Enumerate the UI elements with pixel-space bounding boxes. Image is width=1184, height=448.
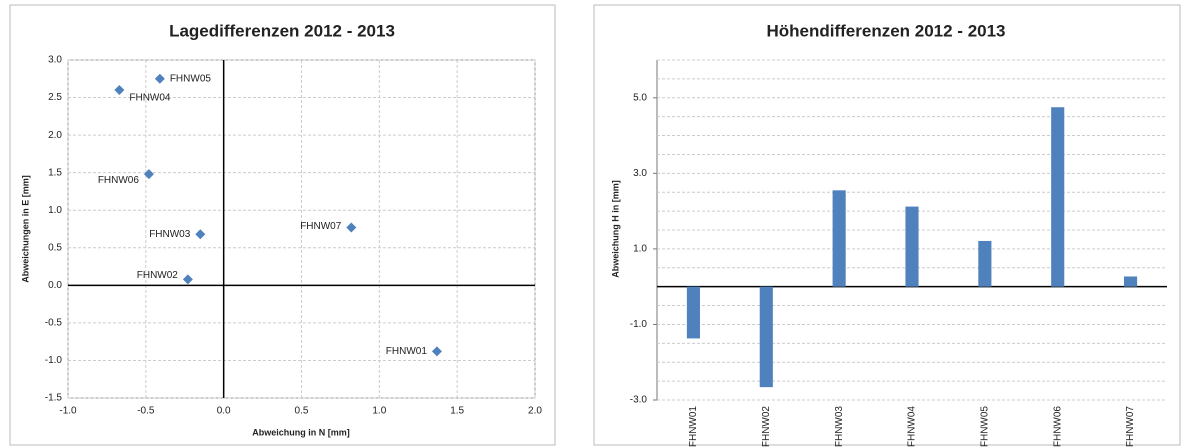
chart-title: Lagedifferenzen 2012 - 2013 xyxy=(169,21,395,40)
point xyxy=(182,274,193,285)
y-tick-label: -3.0 xyxy=(630,395,648,406)
point xyxy=(143,169,154,180)
point xyxy=(154,73,165,84)
y-tick-label: -1.5 xyxy=(45,393,63,404)
x-axis-title: Abweichung in N [mm] xyxy=(252,427,350,437)
y-tick-label: 1.5 xyxy=(48,167,62,178)
point-label: FHNW02 xyxy=(137,270,179,281)
x-tick-label: FHNW04 xyxy=(907,406,918,448)
point-label: FHNW01 xyxy=(386,346,428,357)
y-tick-label: 3.0 xyxy=(48,55,62,66)
y-axis-title: Abweichung H in [mm] xyxy=(610,180,620,278)
bar xyxy=(905,206,919,287)
point-label: FHNW06 xyxy=(98,175,140,186)
bar xyxy=(978,240,992,287)
y-tick-label: 2.5 xyxy=(48,92,62,103)
y-tick-label: 0.5 xyxy=(48,242,62,253)
x-tick-label: FHNW01 xyxy=(688,406,699,448)
bar xyxy=(1124,276,1138,287)
y-tick-label: -1.0 xyxy=(45,355,63,366)
point-label: FHNW05 xyxy=(170,73,212,84)
point xyxy=(346,222,357,233)
bar xyxy=(1051,107,1065,287)
y-axis-title: Abweichungen in E [mm] xyxy=(20,175,30,283)
x-tick-label: FHNW02 xyxy=(761,406,772,448)
x-tick-label: -0.5 xyxy=(137,406,155,417)
point xyxy=(195,229,206,240)
x-tick-label: FHNW07 xyxy=(1125,406,1136,448)
y-tick-label: 3.0 xyxy=(633,168,647,179)
right-panel xyxy=(593,4,1181,446)
chart-title: Höhendifferenzen 2012 - 2013 xyxy=(766,21,1005,40)
x-tick-label: 1.0 xyxy=(372,406,386,417)
bar xyxy=(832,190,846,287)
y-tick-label: 0.0 xyxy=(48,280,62,291)
y-tick-label: -1.0 xyxy=(630,319,648,330)
point-label: FHNW04 xyxy=(129,93,171,104)
y-tick-label: 1.0 xyxy=(633,244,647,255)
x-tick-label: FHNW03 xyxy=(834,406,845,448)
point xyxy=(114,85,125,96)
x-tick-label: FHNW06 xyxy=(1052,406,1063,448)
x-tick-label: 0.0 xyxy=(217,406,231,417)
left-panel xyxy=(9,4,556,446)
x-tick-label: 2.0 xyxy=(528,406,542,417)
x-tick-label: 1.5 xyxy=(450,406,464,417)
x-tick-label: FHNW05 xyxy=(979,406,990,448)
bar xyxy=(759,286,773,388)
bar xyxy=(686,286,700,339)
y-tick-label: 1.0 xyxy=(48,205,62,216)
point xyxy=(431,346,442,357)
point-label: FHNW07 xyxy=(300,221,342,232)
y-tick-label: 2.0 xyxy=(48,130,62,141)
x-tick-label: -1.0 xyxy=(59,406,77,417)
point-label: FHNW03 xyxy=(149,229,191,240)
y-tick-label: -0.5 xyxy=(45,318,63,329)
y-tick-label: 5.0 xyxy=(633,92,647,103)
x-tick-label: 0.5 xyxy=(295,406,309,417)
